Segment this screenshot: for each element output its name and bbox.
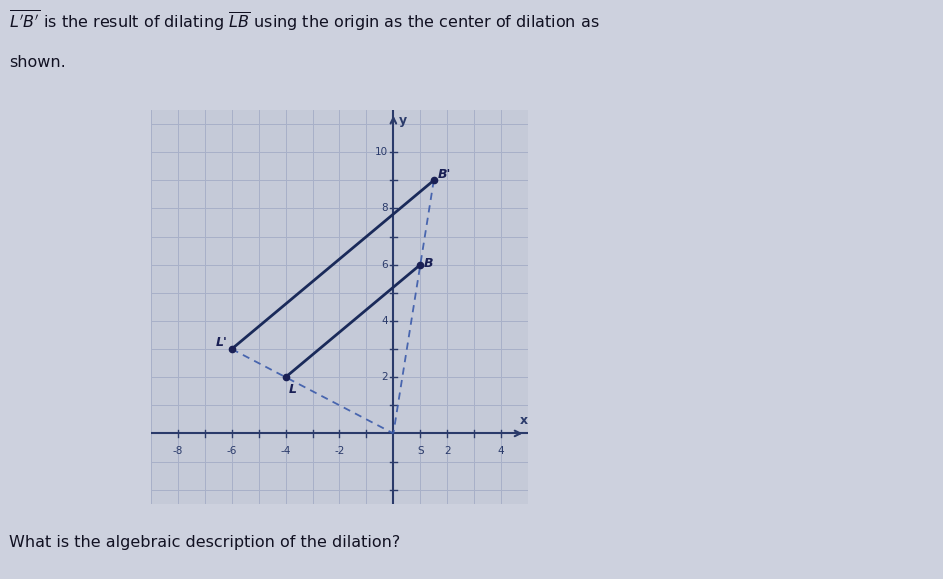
Text: 4: 4 [498, 446, 505, 456]
Text: S: S [417, 446, 423, 456]
Text: What is the algebraic description of the dilation?: What is the algebraic description of the… [9, 535, 401, 550]
Text: 8: 8 [381, 203, 388, 214]
Text: shown.: shown. [9, 55, 66, 70]
Text: L: L [289, 383, 296, 395]
Text: 4: 4 [381, 316, 388, 326]
Text: -8: -8 [173, 446, 183, 456]
Text: $\overline{L'B'}$ is the result of dilating $\overline{LB}$ using the origin as : $\overline{L'B'}$ is the result of dilat… [9, 9, 600, 33]
Text: B: B [423, 258, 433, 270]
Text: y: y [399, 114, 406, 127]
Text: -4: -4 [280, 446, 290, 456]
Text: B': B' [438, 167, 451, 181]
Text: 2: 2 [381, 372, 388, 382]
Text: 6: 6 [381, 260, 388, 270]
Text: 10: 10 [375, 147, 388, 157]
Text: -6: -6 [226, 446, 237, 456]
Text: -2: -2 [334, 446, 345, 456]
Text: 2: 2 [444, 446, 451, 456]
Text: L': L' [216, 336, 227, 349]
Text: x: x [520, 413, 528, 427]
